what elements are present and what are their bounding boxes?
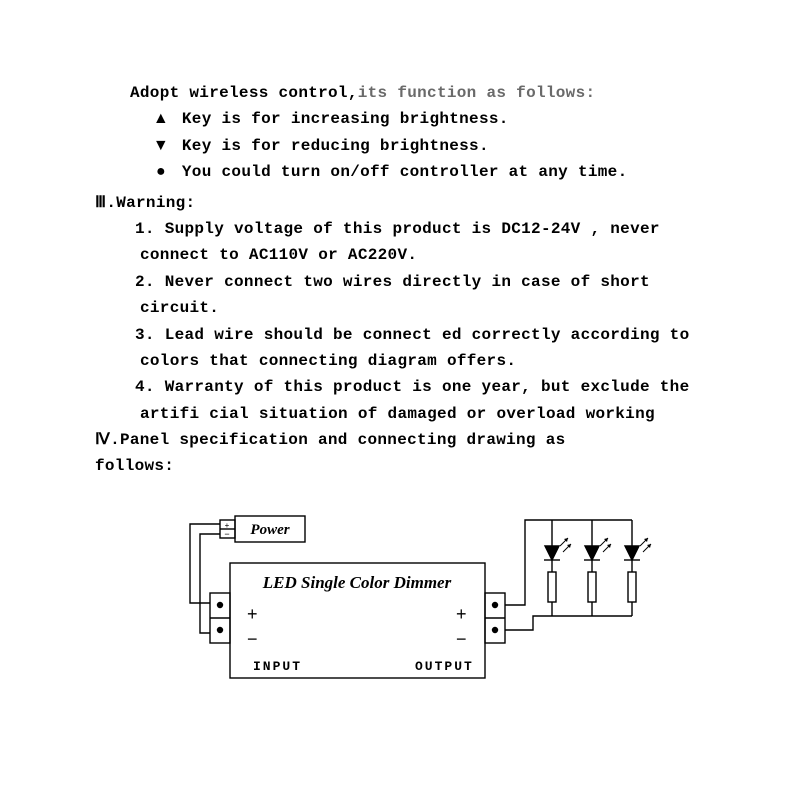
connecting-diagram: Power + − LED Single Color Dimmer + − + … [70, 508, 730, 698]
warning-2-line1: 2. Never connect two wires directly in c… [135, 269, 730, 295]
output-label: OUTPUT [415, 659, 474, 674]
resistor-icon [628, 572, 636, 616]
bullet-increase-text: Key is for increasing brightness. [182, 110, 509, 128]
triangle-down-icon: ▼ [150, 133, 172, 159]
warning-4-line1: 4. Warranty of this product is one year,… [135, 374, 730, 400]
bullet-increase: ▲ Key is for increasing brightness. [150, 106, 730, 132]
section-4-line2: follows: [95, 453, 730, 479]
intro-prefix: Adopt wireless control, [130, 84, 358, 102]
section-3-heading: Ⅲ.Warning: [95, 190, 730, 216]
warning-1-line1: 1. Supply voltage of this product is DC1… [135, 216, 730, 242]
warning-3-line2: colors that connecting diagram offers. [140, 348, 730, 374]
document-page: Adopt wireless control,its function as f… [0, 0, 800, 698]
bullet-onoff-text: You could turn on/off controller at any … [182, 163, 628, 181]
power-label: Power [250, 522, 289, 538]
intro-line: Adopt wireless control,its function as f… [130, 80, 730, 106]
input-plus: + [247, 604, 258, 624]
triangle-up-icon: ▲ [150, 106, 172, 132]
intro-suffix: its function as follows: [358, 84, 596, 102]
wiring-diagram-svg: Power + − LED Single Color Dimmer + − + … [120, 508, 680, 698]
warning-3-line1: 3. Lead wire should be connect ed correc… [135, 322, 730, 348]
bullet-decrease-text: Key is for reducing brightness. [182, 137, 489, 155]
warning-4-line2: artifi cial situation of damaged or over… [140, 401, 730, 427]
led-icon [584, 538, 611, 572]
warning-2-line2: circuit. [140, 295, 730, 321]
bullet-decrease: ▼ Key is for reducing brightness. [150, 133, 730, 159]
bullet-onoff: ● You could turn on/off controller at an… [150, 159, 730, 185]
resistor-icon [588, 572, 596, 616]
led-icon [624, 538, 651, 572]
output-minus: − [456, 629, 467, 649]
input-minus: − [247, 629, 258, 649]
input-label: INPUT [253, 659, 302, 674]
warning-1-line2: connect to AC110V or AC220V. [140, 242, 730, 268]
circle-icon: ● [150, 159, 172, 185]
dimmer-title: LED Single Color Dimmer [262, 573, 452, 592]
resistor-icon [548, 572, 556, 616]
led-icon [544, 538, 571, 572]
output-plus: + [456, 604, 467, 624]
svg-text:−: − [224, 529, 229, 539]
section-4-line1: Ⅳ.Panel specification and connecting dra… [95, 427, 730, 453]
